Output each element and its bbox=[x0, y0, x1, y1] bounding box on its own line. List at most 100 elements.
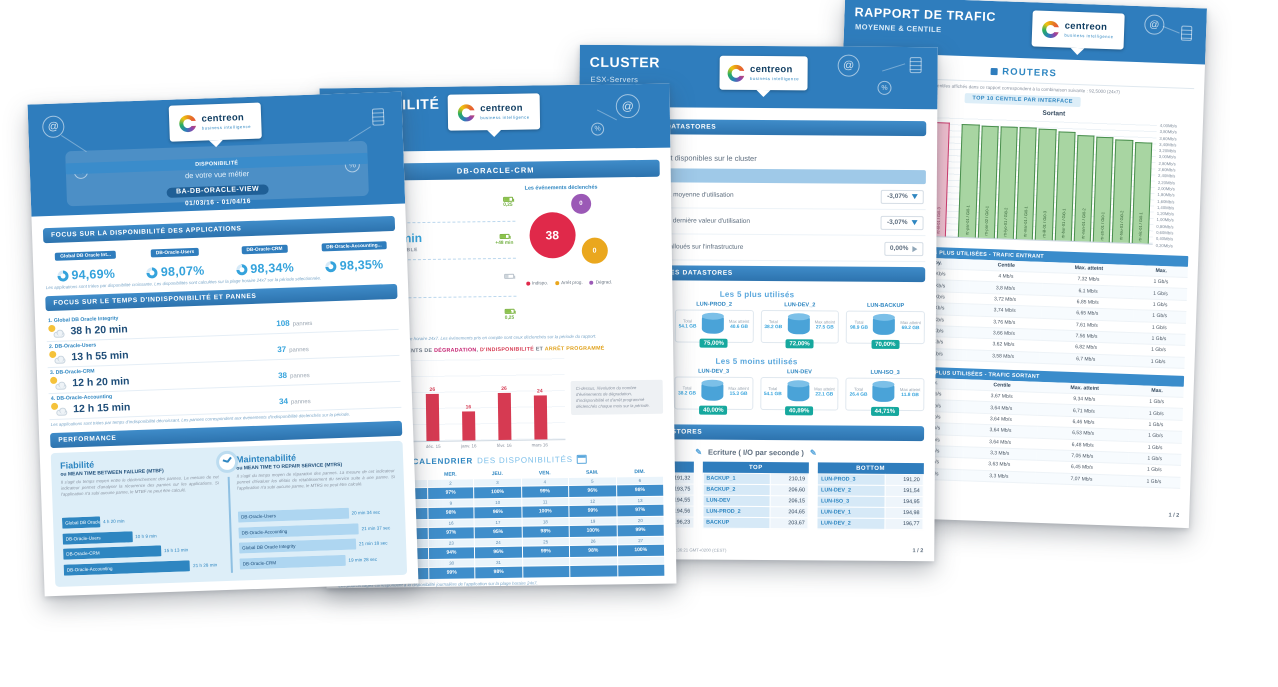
cell bbox=[617, 564, 665, 577]
cell: SAM. bbox=[568, 468, 616, 477]
legend-item: Dégrad. bbox=[589, 279, 612, 285]
cell: 99% bbox=[569, 505, 617, 517]
mtbf-description: Il s'agit du temps moyen entre le déclen… bbox=[60, 474, 219, 497]
mtbf-bar-row: Global DB Oracle Integrity4 h 20 min bbox=[61, 513, 220, 530]
datastore-card-body: Total 26.4 GB Max atteint 11.8 GB 44,71% bbox=[845, 377, 925, 416]
legend-label: Indispo. bbox=[531, 280, 549, 286]
delta-value: -3,07% bbox=[886, 218, 908, 227]
cell: DIM. bbox=[616, 467, 663, 477]
mtbf-bar-row: DB-Oracle-Accounting 21 h 28 min bbox=[63, 559, 222, 576]
cell: 12 bbox=[569, 497, 616, 505]
bar: rtr-str-01 / Gi0-1 bbox=[1092, 137, 1114, 243]
cell: 16 bbox=[428, 519, 474, 527]
usage-percent-badge: 70,00% bbox=[871, 339, 900, 349]
datastore-card-body: Total 98.9 GB Max atteint 69.2 GB 70,00% bbox=[845, 310, 925, 349]
cell: 100% bbox=[617, 544, 665, 557]
weather-icon bbox=[50, 403, 68, 417]
mtrs-bar-row: Global DB Oracle Integrity 21 min 18 sec bbox=[238, 537, 397, 554]
downtime-value: 12 h 15 min bbox=[72, 401, 131, 416]
failures-count: 108 bbox=[276, 319, 290, 329]
datastore-name: LUN-PROD_2 bbox=[696, 301, 733, 308]
mtbf-bar: Global DB Oracle Integrity bbox=[61, 516, 101, 530]
iops-row: BACKUP 203,67 bbox=[702, 517, 809, 529]
bar-label: DB-Oracle-CRM bbox=[66, 550, 100, 557]
iops-row: LUN-ISO_3 194,95 bbox=[817, 495, 924, 508]
legend-item: Indispo. bbox=[525, 280, 549, 286]
server-icon bbox=[1180, 25, 1193, 41]
events-legend: Indispo. Arrêt prog. Dégrad. bbox=[525, 279, 661, 286]
bar-label: DB-Oracle-Users bbox=[240, 513, 277, 520]
failures-unit: pannes bbox=[289, 373, 310, 381]
cell: 3,00Mb/s bbox=[1158, 154, 1177, 160]
page-subtitle: ESX-Servers bbox=[590, 74, 639, 85]
cell: 7,07 Mb/s bbox=[1035, 471, 1128, 487]
datastore-card-body: Total 54.1 GB Max atteint 40.6 GB 75,00% bbox=[674, 309, 754, 348]
brand-tagline: business intelligence bbox=[1064, 32, 1114, 39]
bar: rtr-nan-01 / Gi0-2 bbox=[1073, 134, 1095, 242]
datastore-cylinder-icon bbox=[701, 315, 724, 334]
bar-label: Global DB Oracle Integrity bbox=[65, 519, 101, 526]
availability-kpi: DB-Oracle-CRM 98,34% bbox=[222, 239, 307, 277]
cell: 24 bbox=[474, 538, 522, 547]
iops-row: LUN-DEV_2 196,77 bbox=[817, 517, 924, 530]
max-label: Max atteint bbox=[899, 387, 921, 393]
datastore-card-body: Total 38.2 GB Max atteint 15.3 GB 40,00% bbox=[674, 376, 753, 415]
datastore-cylinder-icon bbox=[701, 382, 724, 401]
cell: 206,15 bbox=[770, 495, 809, 507]
cell: 2 bbox=[427, 479, 474, 487]
total-value: 38.2 GB bbox=[764, 324, 783, 330]
bar-label: DB-Oracle-Accounting bbox=[241, 528, 288, 536]
bar-label: DB-Oracle-Accounting bbox=[66, 565, 113, 573]
mtbf-column: Fiabilité ou MEAN TIME BETWEEN FAILURE (… bbox=[60, 455, 222, 580]
total-column: Total 38.2 GB bbox=[678, 386, 696, 398]
datastore-card-body: Total 54.1 GB Max atteint 22.1 GB 40,89% bbox=[759, 377, 839, 416]
bar: 26 bbox=[497, 385, 512, 440]
cell: 98% bbox=[569, 545, 617, 557]
usage-percent-badge: 75,00% bbox=[699, 338, 729, 348]
max-label: Max atteint bbox=[728, 385, 749, 392]
bar-value: 19 min 28 sec bbox=[348, 556, 378, 563]
usage-percent-badge: 44,71% bbox=[870, 406, 900, 416]
cell: 100% bbox=[521, 505, 569, 518]
max-value: 27.5 GB bbox=[815, 325, 834, 331]
iops-row: LUN-DEV 206,15 bbox=[702, 495, 809, 507]
bar: rtr-par-02 / Gi0-1 bbox=[977, 125, 999, 239]
availability-kpi: DB-Oracle-Users 98,07% bbox=[133, 242, 218, 280]
percent-icon: % bbox=[877, 80, 892, 95]
bar-value: 4 h 20 min bbox=[102, 518, 125, 525]
bar-value: 15 h 13 min bbox=[164, 547, 189, 554]
brand-tagline: business intelligence bbox=[749, 75, 800, 82]
brand-tagline: business intelligence bbox=[201, 123, 252, 131]
events-panel: Les événements déclenchés 0 38 0 Indispo… bbox=[525, 182, 662, 333]
performance-panel: Fiabilité ou MEAN TIME BETWEEN FAILURE (… bbox=[50, 440, 408, 588]
iops-row: BACKUP_2 206,60 bbox=[702, 484, 809, 496]
cell: 204,65 bbox=[770, 506, 809, 518]
brand-name: centreon bbox=[750, 64, 793, 76]
application-name: DB-Oracle-CRM bbox=[241, 244, 288, 255]
bar: rtr-lil-01 / Gi0-3 bbox=[1035, 128, 1057, 241]
delta-text: 0,25 bbox=[504, 315, 515, 321]
mtbf-bar-row: DB-Oracle-CRM 15 h 13 min bbox=[63, 544, 221, 561]
datastore-card: LUN-BACKUP Total 98.9 GB Max atteint 69.2 … bbox=[845, 303, 925, 349]
iops-row: BACKUP_1 210,19 bbox=[702, 473, 809, 485]
decoration-line bbox=[882, 63, 906, 72]
bar-label: DB-Oracle-CRM bbox=[242, 560, 277, 567]
availability-kpi: DB-Oracle-Accounting... 98,35% bbox=[312, 236, 397, 274]
cell: LUN-PROD_3 bbox=[817, 473, 886, 486]
mtbf-bar: DB-Oracle-Users bbox=[62, 531, 133, 545]
usage-delta: 0,00% bbox=[883, 241, 924, 256]
cell: 99% bbox=[521, 485, 569, 498]
max-column: Max atteint 40.6 GB bbox=[729, 319, 750, 331]
cell: BACKUP_1 bbox=[702, 473, 771, 485]
cell: 6,7 Mb/s bbox=[1039, 351, 1132, 367]
availability-kpi: Global DB Oracle Int... 94,69% bbox=[44, 245, 129, 283]
gauge-icon bbox=[57, 269, 69, 282]
cell: 98% bbox=[522, 525, 569, 538]
arrow-down-icon bbox=[911, 220, 918, 226]
cell: 95% bbox=[474, 526, 522, 539]
datastore-cylinder-icon bbox=[786, 383, 810, 402]
centreon-logo-mark bbox=[1042, 20, 1060, 38]
iops-table: TOP BACKUP_1 210,19 BACKUP_2 206,60 LUN-DE… bbox=[702, 461, 809, 530]
cell: 97% bbox=[616, 504, 664, 517]
mtrs-bar: DB-Oracle-Users bbox=[237, 508, 349, 523]
